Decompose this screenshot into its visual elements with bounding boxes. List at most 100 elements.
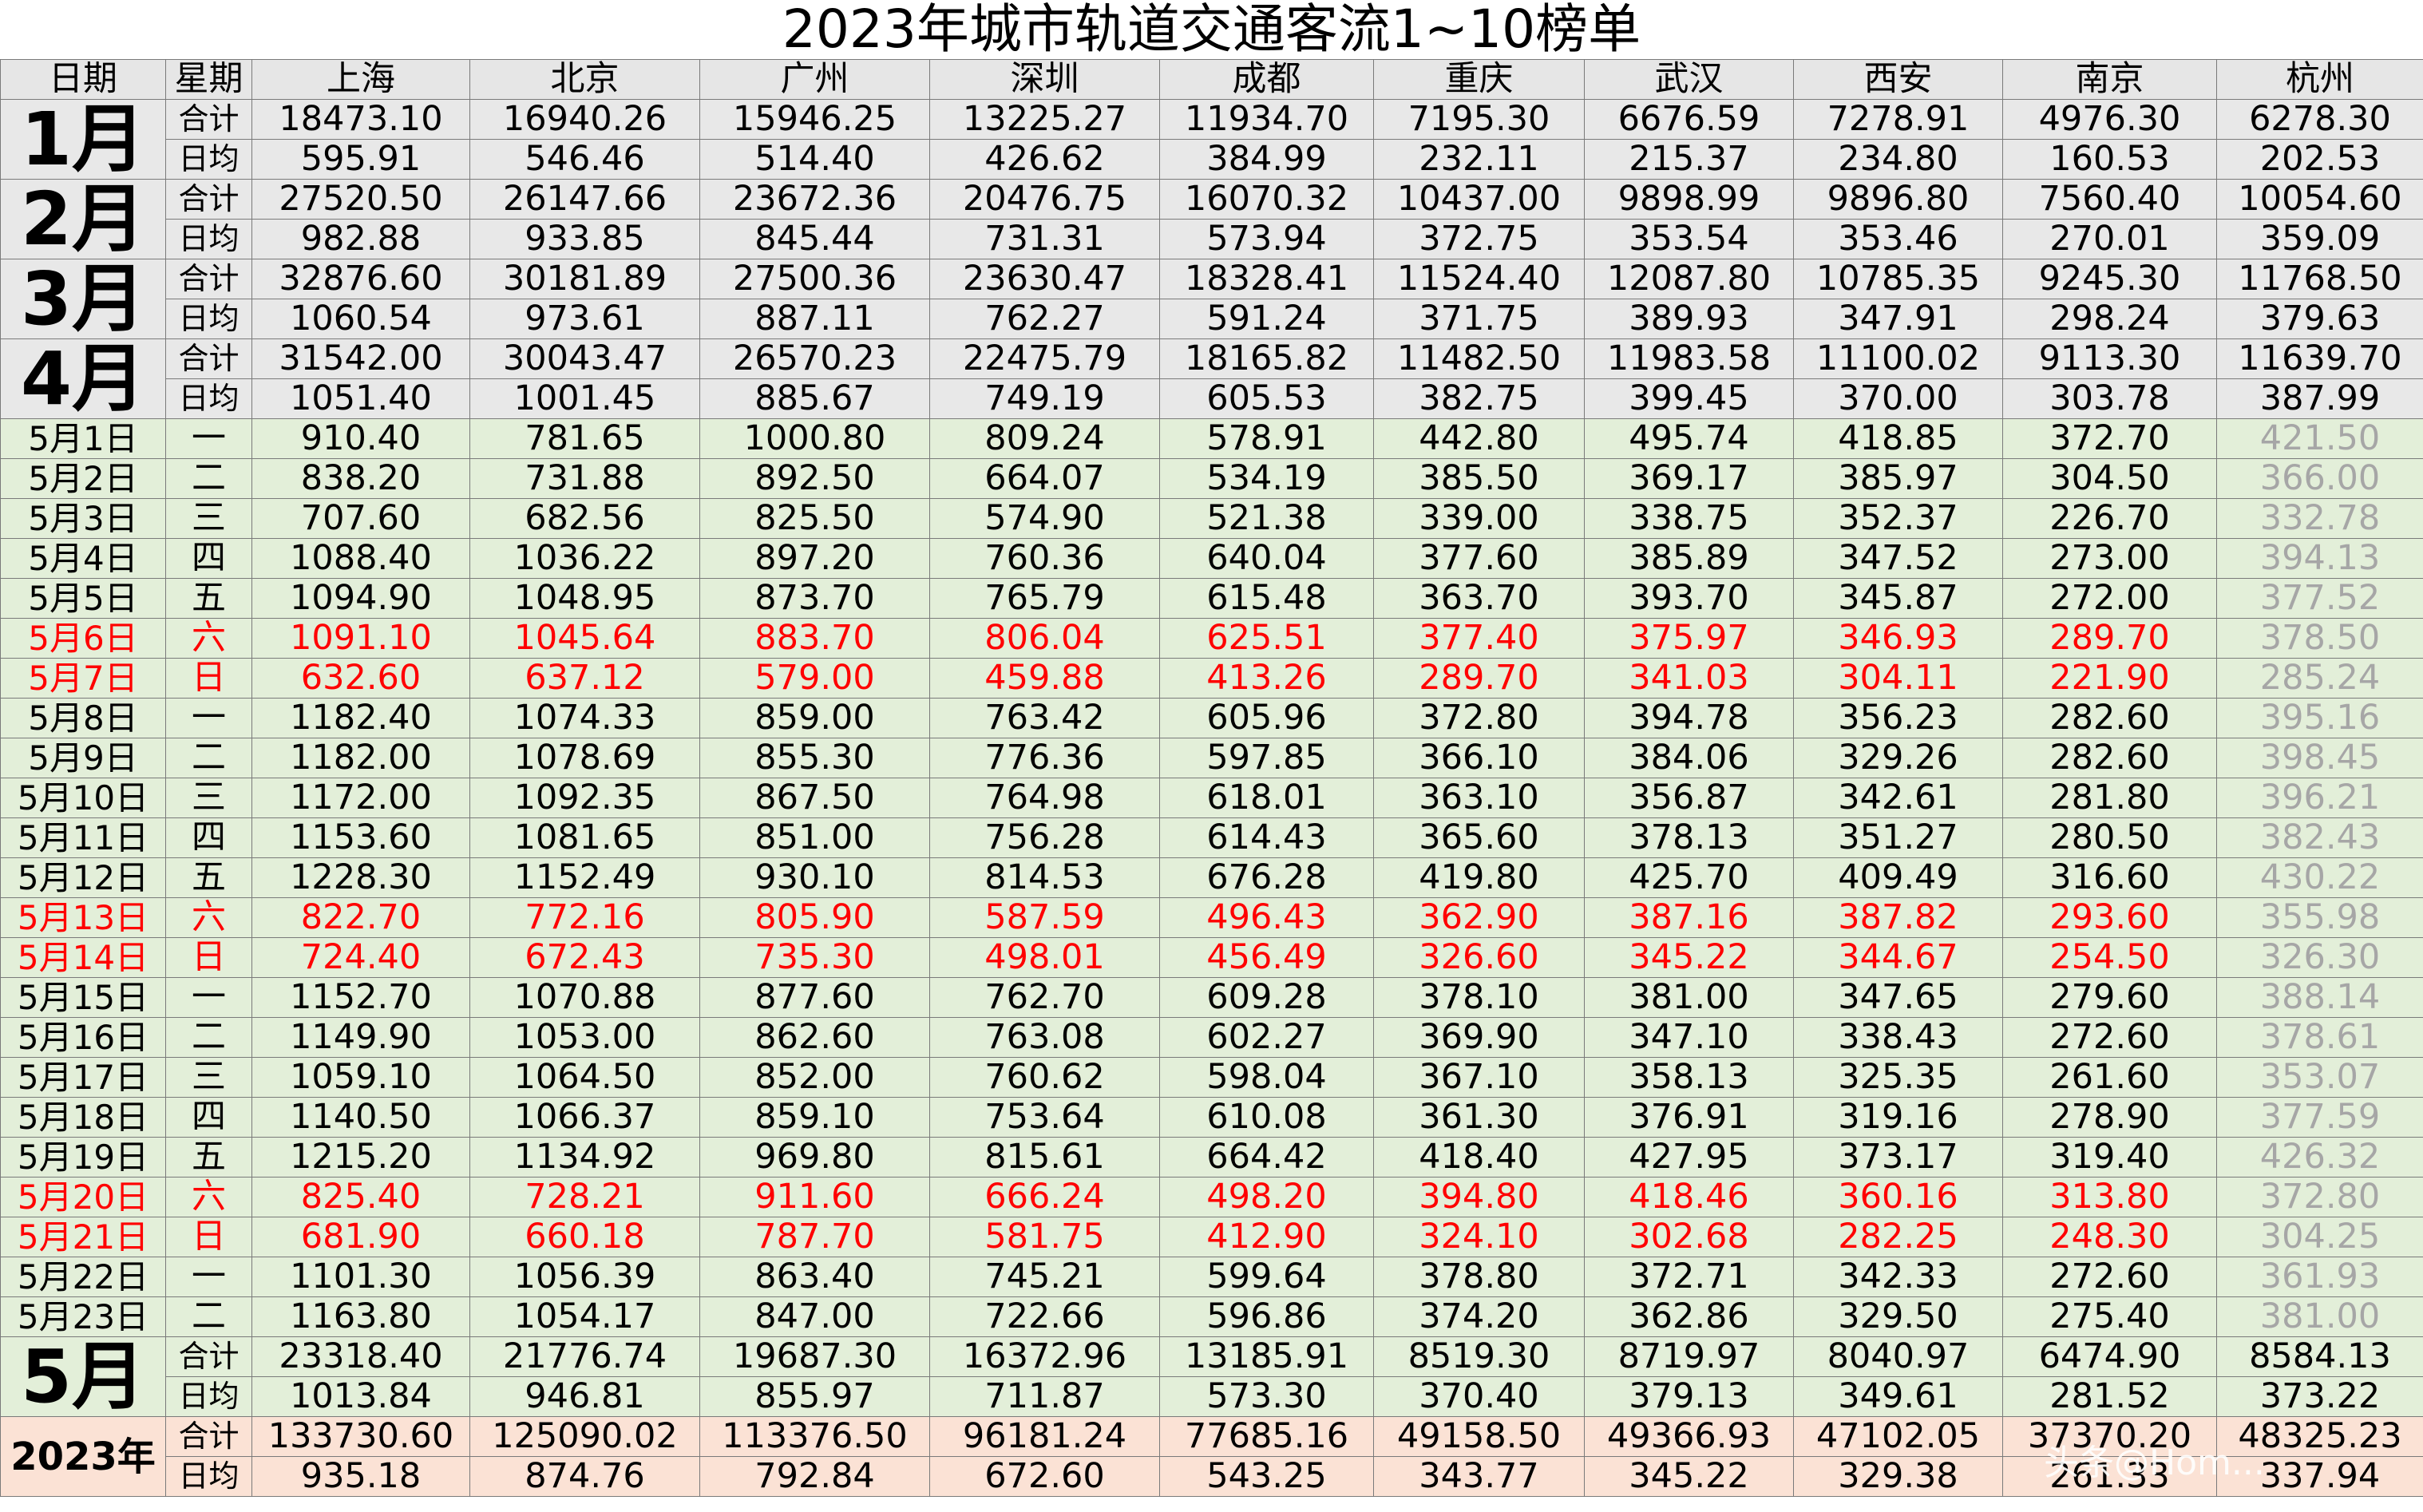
table-row: 5月16日二 1149.90 1053.00 862.60 763.08 602.27 36… [0,1017,2423,1058]
value-cell: 369.17 [1584,458,1794,499]
table-row: 5月15日一 1152.70 1070.88 877.60 762.70 609.28 37… [0,977,2423,1018]
value-cell: 366.10 [1373,738,1585,778]
weekday-cell: 三 [165,498,252,539]
value-cell: 375.97 [1584,618,1794,659]
value-cell: 933.85 [469,219,700,259]
value-cell: 982.88 [251,219,470,259]
value-cell: 426.32 [2216,1137,2423,1178]
value-cell: 355.98 [2216,897,2423,938]
month-label: 5月 [0,1336,166,1417]
value-cell: 1140.50 [251,1097,470,1138]
value-cell: 12087.80 [1584,259,1794,299]
value-cell: 16070.32 [1159,179,1374,220]
table-row: 5月2日二 838.20 731.88 892.50 664.07 534.19 385.5… [0,458,2423,499]
table-row: 5月6日六 1091.10 1045.64 883.70 806.04 625.51 377… [0,618,2423,659]
value-cell: 735.30 [699,937,930,978]
value-cell: 614.43 [1159,817,1374,858]
value-cell: 378.61 [2216,1017,2423,1058]
ridership-table: 日期 星期 上海 北京 广州 深圳 成都 重庆 武汉 西安 南京 杭州 1月 合计… [0,59,2423,1497]
weekday-cell: 五 [165,578,252,619]
value-cell: 892.50 [699,458,930,499]
value-cell: 595.91 [251,139,470,180]
date-cell: 5月3日 [0,498,166,539]
value-cell: 345.22 [1584,1456,1794,1497]
table-row: 5月22日一 1101.30 1056.39 863.40 745.21 599.64 37… [0,1257,2423,1297]
value-cell: 27500.36 [699,259,930,299]
value-cell: 48325.23 [2216,1416,2423,1457]
header-guangzhou: 广州 [699,59,930,100]
date-cell: 5月13日 [0,897,166,938]
row-kind-label: 合计 [165,1416,252,1457]
value-cell: 731.31 [929,219,1160,259]
value-cell: 234.80 [1793,139,2003,180]
value-cell: 1045.64 [469,618,700,659]
value-cell: 1152.70 [251,977,470,1018]
value-cell: 625.51 [1159,618,1374,659]
weekday-cell: 一 [165,418,252,459]
value-cell: 387.99 [2216,378,2423,419]
value-cell: 361.93 [2216,1257,2423,1297]
header-shenzhen: 深圳 [929,59,1160,100]
table-row: 5月12日五 1228.30 1152.49 930.10 814.53 676.28 41… [0,857,2423,898]
value-cell: 378.10 [1373,977,1585,1018]
value-cell: 763.42 [929,698,1160,738]
value-cell: 347.10 [1584,1017,1794,1058]
value-cell: 319.16 [1793,1097,2003,1138]
value-cell: 289.70 [1373,658,1585,699]
value-cell: 1172.00 [251,778,470,818]
value-cell: 26570.23 [699,338,930,379]
value-cell: 1060.54 [251,299,470,339]
value-cell: 388.14 [2216,977,2423,1018]
table-row: 日均 935.18 874.76 792.84 672.60 543.25 343.77 34… [1,1456,2423,1497]
value-cell: 418.46 [1584,1177,1794,1217]
date-cell: 5月9日 [0,738,166,778]
value-cell: 329.26 [1793,738,2003,778]
value-cell: 13225.27 [929,99,1160,140]
value-cell: 373.22 [2216,1376,2423,1417]
header-chengdu: 成都 [1159,59,1374,100]
table-row: 2023年 合计 133730.60 125090.02 113376.50 96181.… [0,1416,2423,1497]
value-cell: 852.00 [699,1057,930,1098]
value-cell: 394.80 [1373,1177,1585,1217]
weekday-cell: 五 [165,857,252,898]
value-cell: 304.50 [2002,458,2217,499]
value-cell: 49158.50 [1373,1416,1585,1457]
value-cell: 514.40 [699,139,930,180]
value-cell: 756.28 [929,817,1160,858]
value-cell: 377.52 [2216,578,2423,619]
value-cell: 711.87 [929,1376,1160,1417]
value-cell: 792.84 [699,1456,930,1497]
weekday-cell: 四 [165,1097,252,1138]
value-cell: 809.24 [929,418,1160,459]
weekday-cell: 日 [165,1217,252,1257]
value-cell: 353.54 [1584,219,1794,259]
value-cell: 722.66 [929,1296,1160,1337]
value-cell: 574.90 [929,498,1160,539]
value-cell: 1163.80 [251,1296,470,1337]
value-cell: 282.60 [2002,698,2217,738]
value-cell: 387.16 [1584,897,1794,938]
value-cell: 215.37 [1584,139,1794,180]
watermark: 头条@Hom... [2044,1443,2265,1483]
table-row: 日均 1013.84 946.81 855.97 711.87 573.30 370.40 3… [1,1376,2423,1417]
value-cell: 7195.30 [1373,99,1585,140]
value-cell: 855.97 [699,1376,930,1417]
weekday-cell: 二 [165,1017,252,1058]
value-cell: 345.87 [1793,578,2003,619]
value-cell: 885.67 [699,378,930,419]
value-cell: 378.80 [1373,1257,1585,1297]
value-cell: 805.90 [699,897,930,938]
value-cell: 578.91 [1159,418,1374,459]
value-cell: 1152.49 [469,857,700,898]
value-cell: 1149.90 [251,1017,470,1058]
value-cell: 1088.40 [251,538,470,579]
weekday-cell: 五 [165,1137,252,1178]
value-cell: 332.78 [2216,498,2423,539]
value-cell: 873.70 [699,578,930,619]
value-cell: 618.01 [1159,778,1374,818]
value-cell: 787.70 [699,1217,930,1257]
value-cell: 396.21 [2216,778,2423,818]
value-cell: 226.70 [2002,498,2217,539]
value-cell: 546.46 [469,139,700,180]
value-cell: 781.65 [469,418,700,459]
